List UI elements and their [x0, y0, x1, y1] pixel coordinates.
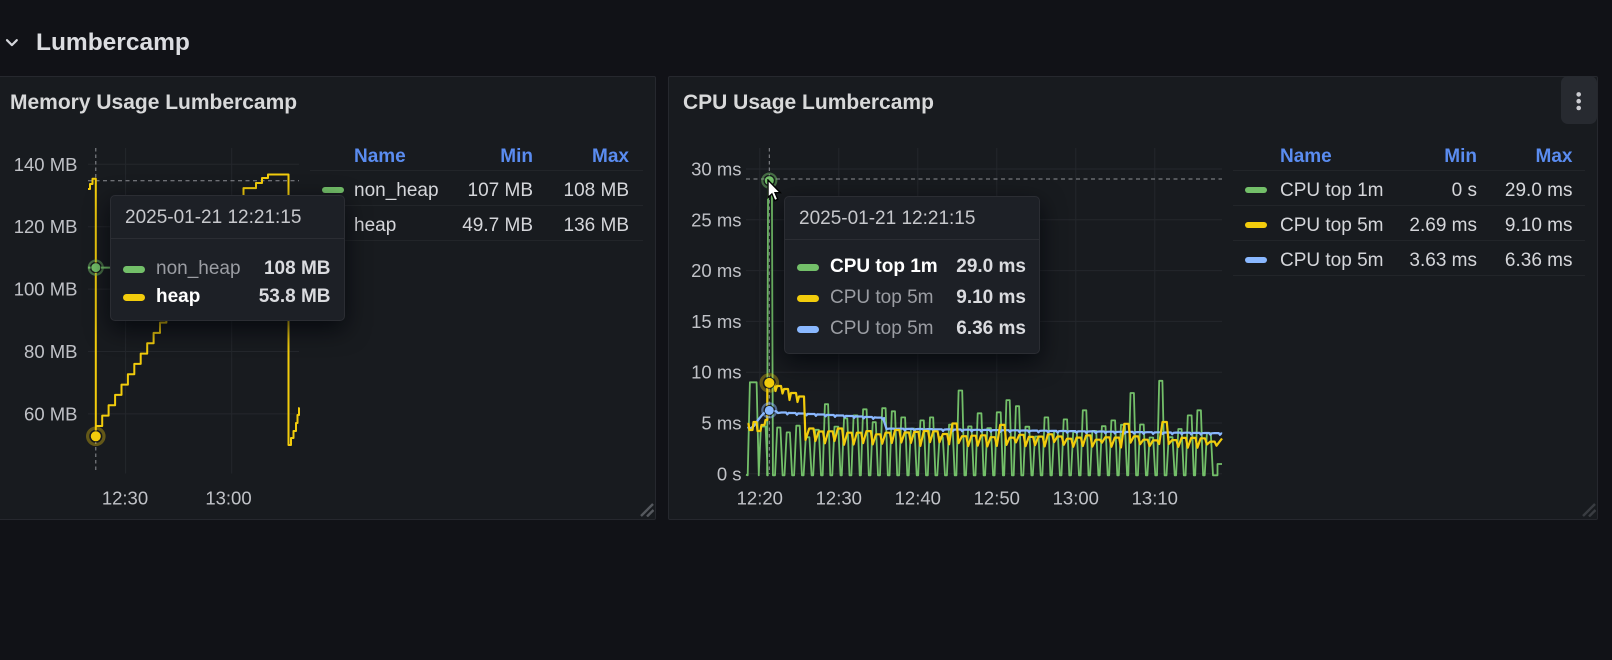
- svg-text:25 ms: 25 ms: [691, 209, 741, 230]
- svg-text:100 MB: 100 MB: [14, 279, 78, 300]
- svg-text:12:20: 12:20: [737, 488, 783, 509]
- svg-text:13:00: 13:00: [1053, 488, 1099, 509]
- svg-text:13:00: 13:00: [205, 488, 251, 509]
- svg-text:12:50: 12:50: [974, 488, 1020, 509]
- svg-text:12:30: 12:30: [816, 488, 862, 509]
- svg-text:12:40: 12:40: [895, 488, 941, 509]
- svg-text:0 s: 0 s: [717, 463, 742, 484]
- svg-text:80 MB: 80 MB: [24, 341, 77, 362]
- svg-text:13:10: 13:10: [1132, 488, 1178, 509]
- svg-text:15 ms: 15 ms: [691, 311, 741, 332]
- svg-text:20 ms: 20 ms: [691, 260, 741, 281]
- svg-text:140 MB: 140 MB: [14, 154, 78, 175]
- svg-text:12:30: 12:30: [102, 488, 148, 509]
- svg-text:120 MB: 120 MB: [14, 216, 78, 237]
- svg-text:10 ms: 10 ms: [691, 362, 741, 383]
- svg-text:60 MB: 60 MB: [24, 403, 77, 424]
- svg-text:30 ms: 30 ms: [691, 159, 741, 180]
- svg-text:5 ms: 5 ms: [701, 413, 741, 434]
